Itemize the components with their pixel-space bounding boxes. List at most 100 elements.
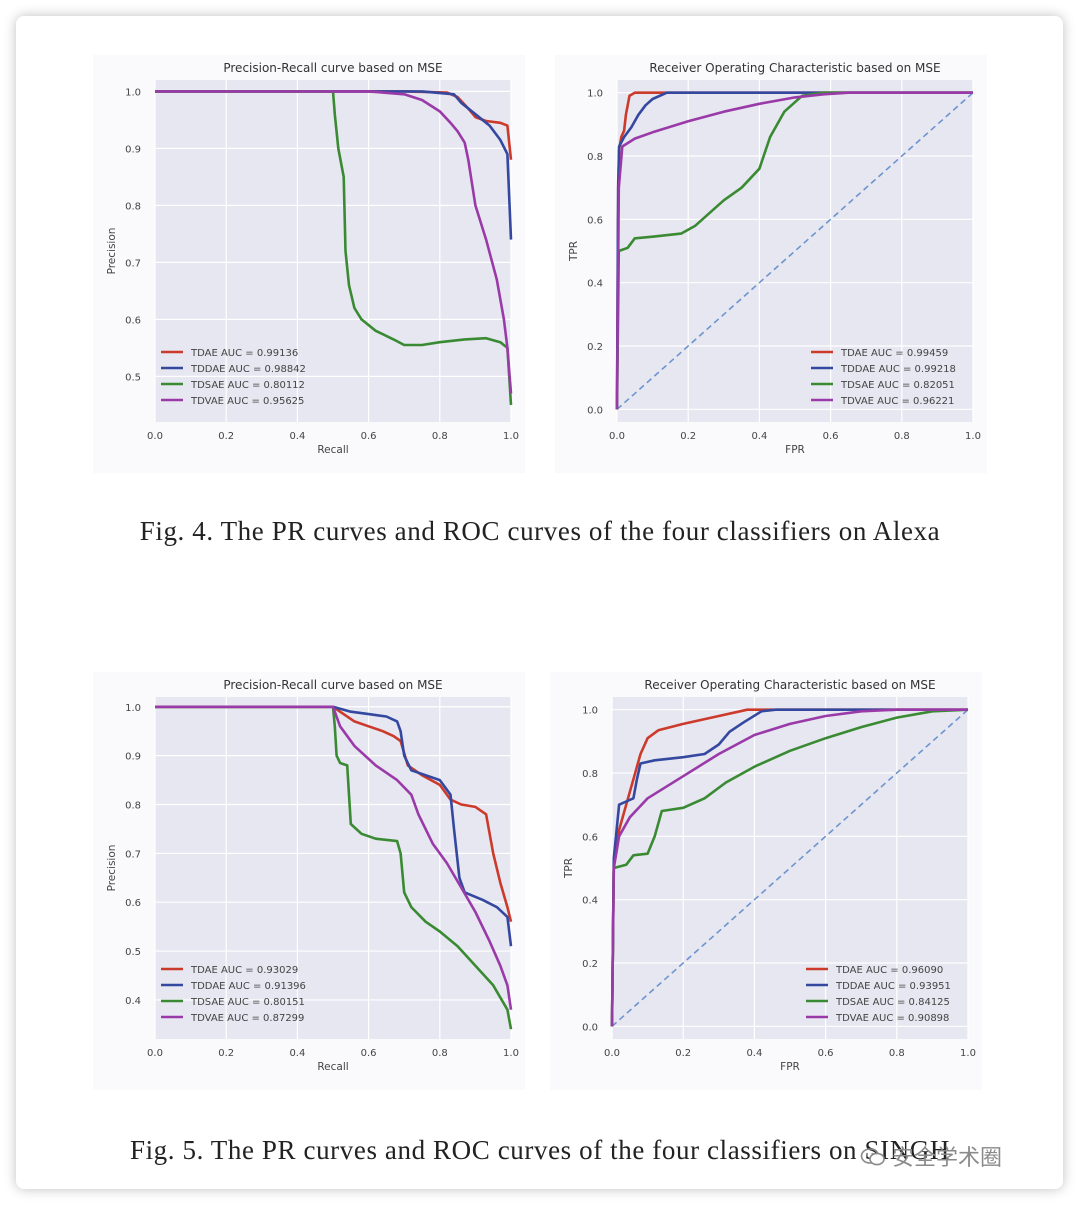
chart-1-1-ytick-3: 0.6 [582,832,598,843]
chart-0-1-ytick-2: 0.4 [587,279,603,290]
chart-0-0-plot-area [155,80,511,422]
chart-1-0-ytick-1: 0.5 [125,947,141,958]
fig4-roc-chart: 0.0 0.2 0.4 0.6 0.8 1.0 0.0 0.2 0.4 0.6 0.8 1.0 Rece… [555,55,987,473]
chart-1-1-xtick-4: 0.8 [889,1048,905,1059]
chart-1-0-ytick-0: 0.4 [125,996,141,1007]
chart-0-0-ytick-1: 0.6 [125,315,141,326]
chart-1-1-legend-label-0: TDAE AUC = 0.96090 [835,965,943,976]
chart-1-0-xtick-2: 0.4 [289,1048,305,1059]
fig5-caption: Fig. 5. The PR curves and ROC curves of … [129,1135,951,1165]
chart-0-0-ytick-5: 1.0 [125,87,141,98]
chart-1-0-series-2 [155,705,513,1030]
chart-1-0-xtick-3: 0.6 [361,1048,377,1059]
fig4-pr-svg: 0.0 0.2 0.4 0.6 0.8 1.0 0.5 0.6 0.7 0.8 0.9 1.0 Prec… [106,61,519,456]
chart-0-0-ytick-3: 0.8 [125,201,141,212]
chart-0-0-ytick-0: 0.5 [125,372,141,383]
chart-0-1-legend-label-1: TDDAE AUC = 0.99218 [840,364,956,375]
chart-0-1-legend-label-3: TDVAE AUC = 0.96221 [840,396,954,407]
chart-0-1-ytick-0: 0.0 [587,405,603,416]
fig4-roc-svg: 0.0 0.2 0.4 0.6 0.8 1.0 0.0 0.2 0.4 0.6 0.8 1.0 Rece… [568,61,981,456]
chart-0-0-legend-label-3: TDVAE AUC = 0.95625 [190,396,304,407]
chart-0-1-series-1 [615,91,973,410]
chart-1-0-title: Precision-Recall curve based on MSE [223,678,442,692]
chart-1-1-series-1 [610,708,968,1027]
chart-0-0-xtick-5: 1.0 [503,431,519,442]
chart-0-1-series-2 [615,91,973,410]
chart-1-0-ytick-5: 0.9 [125,752,141,763]
chart-0-0-series-2 [155,90,513,405]
chart-0-0-xtick-2: 0.4 [289,431,305,442]
chart-0-0-ylabel: Precision [106,228,118,275]
chart-1-0-legend-label-0: TDAE AUC = 0.93029 [190,965,298,976]
fig5-roc-svg: 0.0 0.2 0.4 0.6 0.8 1.0 0.0 0.2 0.4 0.6 0.8 1.0 Rece… [563,678,976,1073]
chart-0-1-xtick-1: 0.2 [680,431,696,442]
chart-1-0-legend-label-2: TDSAE AUC = 0.80151 [190,997,305,1008]
chart-1-1-ytick-5: 1.0 [582,706,598,717]
chart-1-0-legend-label-1: TDDAE AUC = 0.91396 [190,981,306,992]
chart-1-1-ytick-2: 0.4 [582,896,598,907]
chart-1-1-xtick-1: 0.2 [675,1048,691,1059]
chart-1-1-legend-label-2: TDSAE AUC = 0.84125 [835,997,950,1008]
chart-1-0-ytick-3: 0.7 [125,849,141,860]
chart-1-0-ytick-4: 0.8 [125,800,141,811]
chart-0-0-ytick-4: 0.9 [125,144,141,155]
chart-0-1-xtick-0: 0.0 [609,431,625,442]
chart-0-0-xlabel: Recall [317,444,348,456]
chart-1-0-xtick-5: 1.0 [503,1048,519,1059]
chart-1-1-xlabel: FPR [780,1061,800,1073]
chart-0-0-legend-label-0: TDAE AUC = 0.99136 [190,348,298,359]
chart-0-0-title: Precision-Recall curve based on MSE [223,61,442,75]
chart-0-1-series-3 [615,91,973,410]
chart-1-1-xtick-3: 0.6 [818,1048,834,1059]
chart-1-1-title: Receiver Operating Characteristic based … [644,678,935,692]
chart-1-0-plot-area [155,697,511,1039]
fig4-pr-chart: 0.0 0.2 0.4 0.6 0.8 1.0 0.5 0.6 0.7 0.8 0.9 1.0 Prec… [93,55,525,473]
watermark: 安全学术圈 [860,1140,1002,1172]
chart-0-1-ytick-4: 0.8 [587,152,603,163]
chart-0-1-legend-label-2: TDSAE AUC = 0.82051 [840,380,955,391]
chart-0-0-series-3 [155,90,513,394]
chart-1-1-xtick-2: 0.4 [746,1048,762,1059]
chart-0-1-xtick-2: 0.4 [751,431,767,442]
chart-0-1-ytick-5: 1.0 [587,89,603,100]
chart-0-0-xtick-3: 0.6 [361,431,377,442]
fig5-pr-chart: 0.0 0.2 0.4 0.6 0.8 1.0 0.4 0.5 0.6 0.7 0.8 0.9 1.0 P… [93,672,525,1090]
chart-1-0-ytick-6: 1.0 [125,703,141,714]
chart-0-1-xlabel: FPR [785,444,805,456]
chart-1-0-series-3 [155,705,513,1010]
chart-0-1-ytick-3: 0.6 [587,215,603,226]
chart-1-1-ylabel: TPR [563,858,575,879]
chart-1-1-legend-label-3: TDVAE AUC = 0.90898 [835,1013,949,1024]
chart-1-0-xtick-0: 0.0 [147,1048,163,1059]
watermark-text: 安全学术圈 [892,1146,1003,1171]
chart-0-1-xtick-5: 1.0 [965,431,981,442]
chart-1-0-xlabel: Recall [317,1061,348,1073]
chart-1-0-ylabel: Precision [106,845,118,892]
chart-0-0-ytick-2: 0.7 [125,258,141,269]
chart-1-1-plot-area [612,697,968,1039]
chart-1-0-legend-label-3: TDVAE AUC = 0.87299 [190,1013,304,1024]
chart-0-1-ylabel: TPR [568,241,580,262]
chart-1-1-xtick-5: 1.0 [960,1048,976,1059]
chart-0-0-xtick-1: 0.2 [218,431,234,442]
chart-0-0-legend-label-2: TDSAE AUC = 0.80112 [190,380,305,391]
chart-1-1-series-3 [610,708,968,1027]
chart-1-0-xtick-1: 0.2 [218,1048,234,1059]
chart-1-0-ytick-2: 0.6 [125,898,141,909]
chart-0-0-xtick-4: 0.8 [432,431,448,442]
fig5-pr-svg: 0.0 0.2 0.4 0.6 0.8 1.0 0.4 0.5 0.6 0.7 0.8 0.9 1.0 P… [106,678,519,1073]
chart-0-1-plot-area [617,80,973,422]
chart-1-0-xtick-4: 0.8 [432,1048,448,1059]
chart-1-1-ytick-1: 0.2 [582,959,598,970]
fig5-roc-chart: 0.0 0.2 0.4 0.6 0.8 1.0 0.0 0.2 0.4 0.6 0.8 1.0 Rece… [550,672,982,1090]
chart-1-0-series-1 [155,705,513,947]
chart-1-1-legend-label-1: TDDAE AUC = 0.93951 [835,981,951,992]
wechat-icon [860,1148,885,1166]
chart-1-1-xtick-0: 0.0 [604,1048,620,1059]
chart-0-0-xtick-0: 0.0 [147,431,163,442]
chart-0-1-legend-label-0: TDAE AUC = 0.99459 [840,348,948,359]
chart-0-1-xtick-3: 0.6 [823,431,839,442]
chart-0-1-xtick-4: 0.8 [894,431,910,442]
chart-0-1-ytick-1: 0.2 [587,342,603,353]
chart-0-0-legend-label-1: TDDAE AUC = 0.98842 [190,364,306,375]
